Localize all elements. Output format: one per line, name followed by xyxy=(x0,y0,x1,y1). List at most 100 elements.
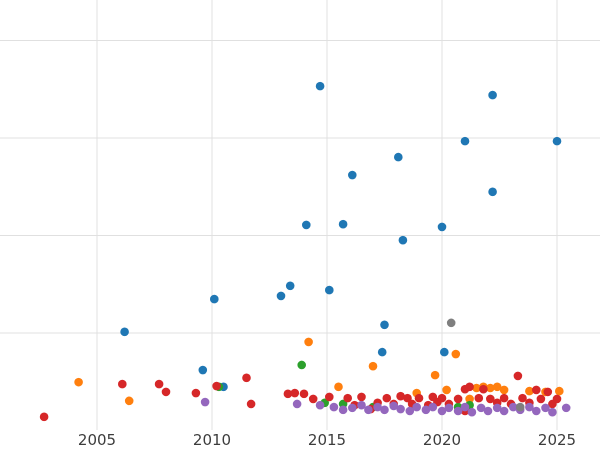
scatter-point-orange xyxy=(334,382,343,392)
scatter-point-purple xyxy=(460,402,470,412)
scatter-point-purple xyxy=(421,405,431,415)
scatter-point-blue xyxy=(120,327,129,337)
scatter-point-blue xyxy=(552,136,562,146)
x-tick-label: 2005 xyxy=(78,431,116,449)
scatter-point-purple xyxy=(357,400,366,410)
scatter-point-red xyxy=(453,394,463,404)
scatter-point-red xyxy=(437,393,447,403)
scatter-point-blue xyxy=(460,136,470,146)
scatter-point-orange xyxy=(486,383,495,393)
scatter-point-red xyxy=(382,393,392,403)
scatter-point-blue xyxy=(488,187,497,197)
scatter-point-blue xyxy=(380,320,389,330)
scatter-point-purple xyxy=(499,406,509,416)
scatter-point-orange xyxy=(472,383,481,393)
scatter-point-purple xyxy=(509,402,518,412)
scatter-point-red xyxy=(154,379,164,389)
scatter-point-red xyxy=(118,379,127,389)
scatter-point-red xyxy=(513,371,523,381)
scatter-point-orange xyxy=(430,370,440,380)
scatter-point-purple xyxy=(525,402,534,412)
scatter-point-red xyxy=(474,393,484,403)
scatter-point-purple xyxy=(292,399,302,409)
scatter-point-orange xyxy=(74,377,83,387)
scatter-point-orange xyxy=(304,337,313,347)
scatter-point-red xyxy=(39,412,49,422)
scatter-point-red xyxy=(414,393,424,403)
scatter-point-purple xyxy=(348,403,357,413)
scatter-point-red xyxy=(325,392,334,402)
scatter-point-red xyxy=(403,393,412,403)
scatter-point-blue xyxy=(276,291,286,301)
scatter-point-gray xyxy=(515,402,525,412)
scatter-point-red xyxy=(299,389,309,399)
scatter-point-purple xyxy=(200,397,210,407)
scatter-point-purple xyxy=(561,403,571,413)
x-tick-label: 2015 xyxy=(308,431,346,449)
scatter-point-orange xyxy=(442,385,451,395)
scatter-point-blue xyxy=(437,222,447,232)
scatter-point-purple xyxy=(453,406,463,416)
scatter-point-purple xyxy=(380,405,389,415)
scatter-point-red xyxy=(191,388,201,398)
scatter-point-red xyxy=(290,388,300,398)
scatter-point-blue xyxy=(210,294,219,304)
scatter-point-purple xyxy=(467,407,477,417)
scatter-point-red xyxy=(486,394,495,404)
scatter-point-green xyxy=(297,360,307,370)
scatter-point-red xyxy=(479,384,488,394)
scatter-point-red xyxy=(242,373,251,383)
scatter-point-purple xyxy=(541,403,550,413)
scatter-point-orange xyxy=(451,349,461,359)
scatter-point-purple xyxy=(373,402,382,412)
scatter-point-gray xyxy=(446,318,456,328)
scatter-point-red xyxy=(212,381,221,391)
scatter-point-purple xyxy=(428,402,438,412)
scatter-point-blue xyxy=(338,219,348,229)
scatter-point-red xyxy=(396,391,405,401)
scatter-point-red xyxy=(357,392,366,402)
scatter-point-orange xyxy=(368,361,378,371)
scatter-point-orange xyxy=(499,385,509,395)
scatter-point-purple xyxy=(532,406,541,416)
scatter-point-red xyxy=(543,387,553,397)
scatter-point-purple xyxy=(364,405,373,415)
scatter-point-blue xyxy=(198,365,208,375)
scatter-point-purple xyxy=(412,402,422,412)
scatter-point-purple xyxy=(389,401,399,411)
scatter-point-blue xyxy=(488,90,497,100)
scatter-point-blue xyxy=(440,347,449,357)
x-tick-label: 2025 xyxy=(538,431,576,449)
scatter-point-purple xyxy=(444,403,454,413)
scatter-point-purple xyxy=(396,404,405,414)
scatter-point-purple xyxy=(329,402,339,412)
scatter-point-purple xyxy=(315,400,325,410)
scatter-point-red xyxy=(246,399,256,409)
scatter-point-purple xyxy=(548,407,557,417)
scatter-point-red xyxy=(499,393,509,403)
scatter-point-orange xyxy=(555,386,564,396)
scatter-point-red xyxy=(518,393,527,403)
scatter-point-red xyxy=(532,385,541,395)
scatter-point-red xyxy=(161,387,171,397)
scatter-point-red xyxy=(343,393,353,403)
scatter-point-blue xyxy=(377,347,387,357)
scatter-point-orange xyxy=(525,386,534,396)
scatter-point-blue xyxy=(302,220,311,230)
scatter-point-blue xyxy=(398,235,408,245)
scatter-point-purple xyxy=(483,406,493,416)
scatter-point-purple xyxy=(476,403,486,413)
scatter-point-blue xyxy=(394,152,403,162)
scatter-point-red xyxy=(308,394,318,404)
scatter-point-orange xyxy=(492,382,502,392)
scatter-point-purple xyxy=(492,403,502,413)
scatter-point-blue xyxy=(315,81,325,91)
x-tick-label: 2010 xyxy=(193,431,231,449)
scatter-point-red xyxy=(465,382,474,392)
scatter-point-purple xyxy=(405,406,415,416)
scatter-point-blue xyxy=(285,281,295,291)
scatter-point-red xyxy=(536,394,546,404)
scatter-point-purple xyxy=(437,406,447,416)
